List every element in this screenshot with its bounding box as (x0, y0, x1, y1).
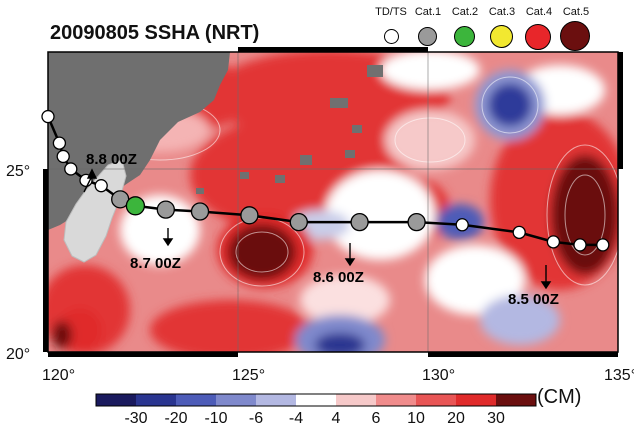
lat-label-20: 20° (6, 346, 30, 363)
colorbar-segment (416, 394, 456, 406)
track-point (125, 196, 146, 216)
track-point (596, 238, 610, 252)
colorbar-outline (95, 393, 537, 407)
lat-label-25: 25° (6, 163, 30, 180)
colorbar-tick-label: -30 (124, 410, 148, 427)
legend-marker-cat2 (454, 26, 475, 47)
colorbar-segment (336, 394, 376, 406)
ssha-field (48, 52, 618, 352)
colorbar-segment (216, 394, 256, 406)
colorbar-tick-label: 4 (331, 410, 341, 427)
colorbar-tick-label: -20 (164, 410, 188, 427)
lon-label-130: 130° (422, 367, 455, 384)
track-point (350, 212, 369, 232)
lon-label-135: 135° (604, 367, 634, 384)
track-point (156, 200, 175, 219)
annotation-8-5: 8.5 00Z (508, 291, 559, 308)
track-point (41, 109, 55, 124)
colorbar-segment (96, 394, 136, 406)
legend-marker-cat3 (490, 25, 513, 48)
track-point (240, 206, 259, 225)
colorbar-segment (256, 394, 296, 406)
legend-marker-cat1 (418, 27, 437, 46)
track-point (56, 149, 70, 164)
annotation-arrows (83, 168, 552, 290)
legend-label-cat2: Cat.2 (451, 6, 479, 18)
lon-label-120: 120° (42, 367, 75, 384)
colorbar-tick-label: -6 (248, 410, 264, 427)
legend-label-cat3: Cat.3 (488, 6, 516, 18)
colorbar-segment (296, 394, 336, 406)
track-point (573, 238, 587, 252)
legend-marker-tdts (384, 29, 399, 44)
track-point (546, 235, 561, 249)
colorbar-tick-label: -4 (288, 410, 304, 427)
legend-label-cat4: Cat.4 (525, 6, 553, 18)
track-point (190, 202, 210, 221)
colorbar-tick-label: 20 (447, 410, 465, 427)
typhoon-track (41, 109, 610, 252)
colorbar-segment (136, 394, 176, 406)
legend-marker-cat4 (525, 24, 551, 50)
track-point (52, 136, 67, 150)
track-point (64, 162, 78, 176)
track-point (94, 179, 108, 193)
lon-label-125: 125° (232, 367, 265, 384)
colorbar (95, 393, 537, 407)
legend-label-cat5: Cat.5 (562, 6, 590, 18)
annotation-8-6: 8.6 00Z (313, 269, 364, 286)
annotation-8-7: 8.7 00Z (130, 255, 181, 272)
legend-label-tdts: TD/TS (375, 6, 407, 18)
track-point (455, 218, 469, 232)
track-point (289, 212, 308, 232)
legend-marker-cat5 (560, 21, 590, 51)
track-point (407, 212, 426, 232)
legend-label-cat1: Cat.1 (414, 6, 442, 18)
colorbar-tick-label: 6 (371, 410, 381, 427)
axis-bars (43, 47, 623, 357)
colorbar-segment (376, 394, 416, 406)
colorbar-segment (456, 394, 496, 406)
colorbar-unit: (CM) (537, 386, 582, 408)
colorbar-tick-label: -10 (204, 410, 228, 427)
colorbar-segment (496, 394, 536, 406)
annotation-8-8: 8.8 00Z (86, 151, 137, 168)
colorbar-tick-label: 10 (407, 410, 425, 427)
colorbar-tick-label: 30 (487, 410, 505, 427)
map-title: 20090805 SSHA (NRT) (50, 22, 260, 44)
track-point (512, 225, 526, 240)
colorbar-segment (176, 394, 216, 406)
